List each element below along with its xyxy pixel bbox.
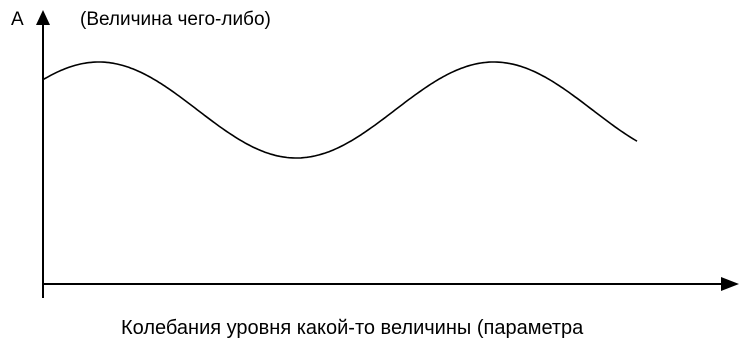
- x-axis-arrowhead: [721, 277, 739, 291]
- diagram-caption: Колебания уровня какой-то величины (пара…: [121, 317, 584, 339]
- y-axis-name: A: [11, 9, 24, 30]
- y-axis-arrowhead: [36, 10, 50, 25]
- y-axis-description: (Величина чего-либо): [80, 9, 271, 30]
- oscillation-wave: [42, 61, 638, 159]
